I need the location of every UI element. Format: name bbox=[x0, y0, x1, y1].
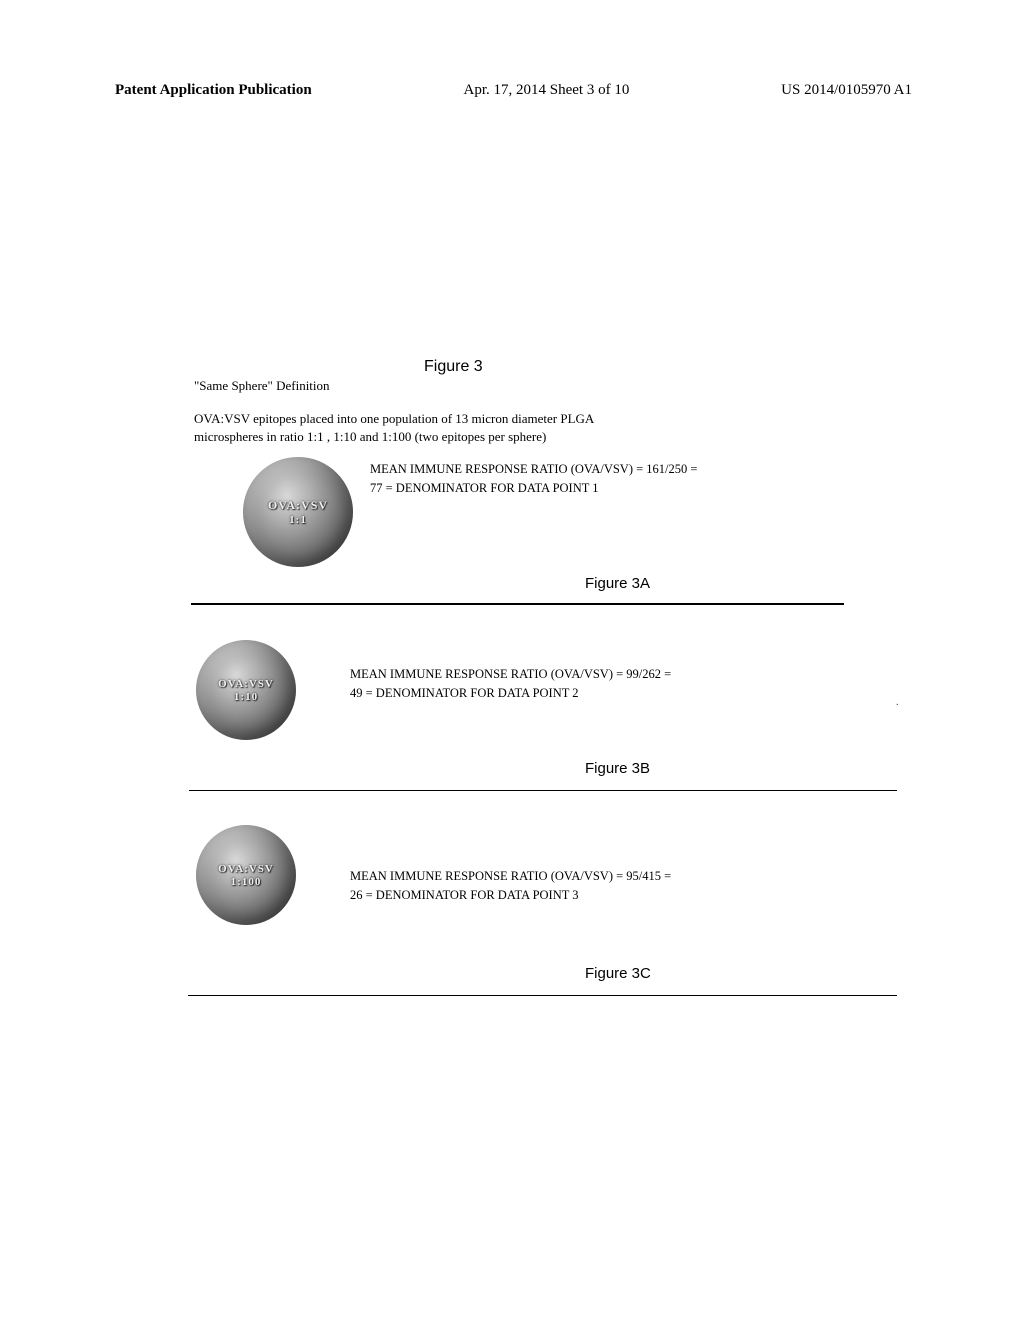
figure-title: Figure 3 bbox=[424, 358, 483, 376]
response-text-c: MEAN IMMUNE RESPONSE RATIO (OVA/VSV) = 9… bbox=[350, 867, 839, 905]
response-a-line2: 77 = DENOMINATOR FOR DATA POINT 1 bbox=[370, 481, 599, 495]
figure-definition: "Same Sphere" Definition bbox=[194, 378, 330, 394]
sphere-a: OVA:VSV 1:1 bbox=[243, 457, 353, 567]
header-patent-number: US 2014/0105970 A1 bbox=[781, 82, 912, 99]
sphere-b: OVA:VSV 1:10 bbox=[196, 640, 296, 740]
sphere-c-ratio: 1:100 bbox=[231, 876, 262, 888]
divider-a bbox=[191, 603, 844, 605]
subheading-line2: microspheres in ratio 1:1 , 1:10 and 1:1… bbox=[194, 429, 546, 444]
tick-mark-icon: · bbox=[896, 700, 899, 711]
figure-label-3a: Figure 3A bbox=[585, 575, 650, 592]
figure-subheading: OVA:VSV epitopes placed into one populat… bbox=[194, 410, 594, 446]
sphere-a-label: OVA:VSV bbox=[268, 498, 328, 514]
figure-label-3b: Figure 3B bbox=[585, 760, 650, 777]
sphere-b-ratio: 1:10 bbox=[234, 691, 258, 703]
subheading-line1: OVA:VSV epitopes placed into one populat… bbox=[194, 411, 594, 426]
divider-c bbox=[188, 995, 897, 996]
sphere-c-label: OVA:VSV bbox=[218, 862, 274, 876]
response-b-line1: MEAN IMMUNE RESPONSE RATIO (OVA/VSV) = 9… bbox=[350, 667, 671, 681]
sphere-c: OVA:VSV 1:100 bbox=[196, 825, 296, 925]
response-text-b: MEAN IMMUNE RESPONSE RATIO (OVA/VSV) = 9… bbox=[350, 665, 839, 703]
response-c-line1: MEAN IMMUNE RESPONSE RATIO (OVA/VSV) = 9… bbox=[350, 869, 671, 883]
figure-label-3c: Figure 3C bbox=[585, 965, 651, 982]
response-b-line2: 49 = DENOMINATOR FOR DATA POINT 2 bbox=[350, 686, 579, 700]
response-text-a: MEAN IMMUNE RESPONSE RATIO (OVA/VSV) = 1… bbox=[370, 460, 844, 498]
divider-b bbox=[189, 790, 897, 791]
header-date-sheet: Apr. 17, 2014 Sheet 3 of 10 bbox=[464, 82, 630, 99]
response-a-line1: MEAN IMMUNE RESPONSE RATIO (OVA/VSV) = 1… bbox=[370, 462, 697, 476]
sphere-b-label: OVA:VSV bbox=[218, 677, 274, 691]
page-header: Patent Application Publication Apr. 17, … bbox=[115, 82, 912, 99]
response-c-line2: 26 = DENOMINATOR FOR DATA POINT 3 bbox=[350, 888, 579, 902]
header-publication: Patent Application Publication bbox=[115, 82, 312, 99]
sphere-a-ratio: 1:1 bbox=[289, 514, 307, 526]
